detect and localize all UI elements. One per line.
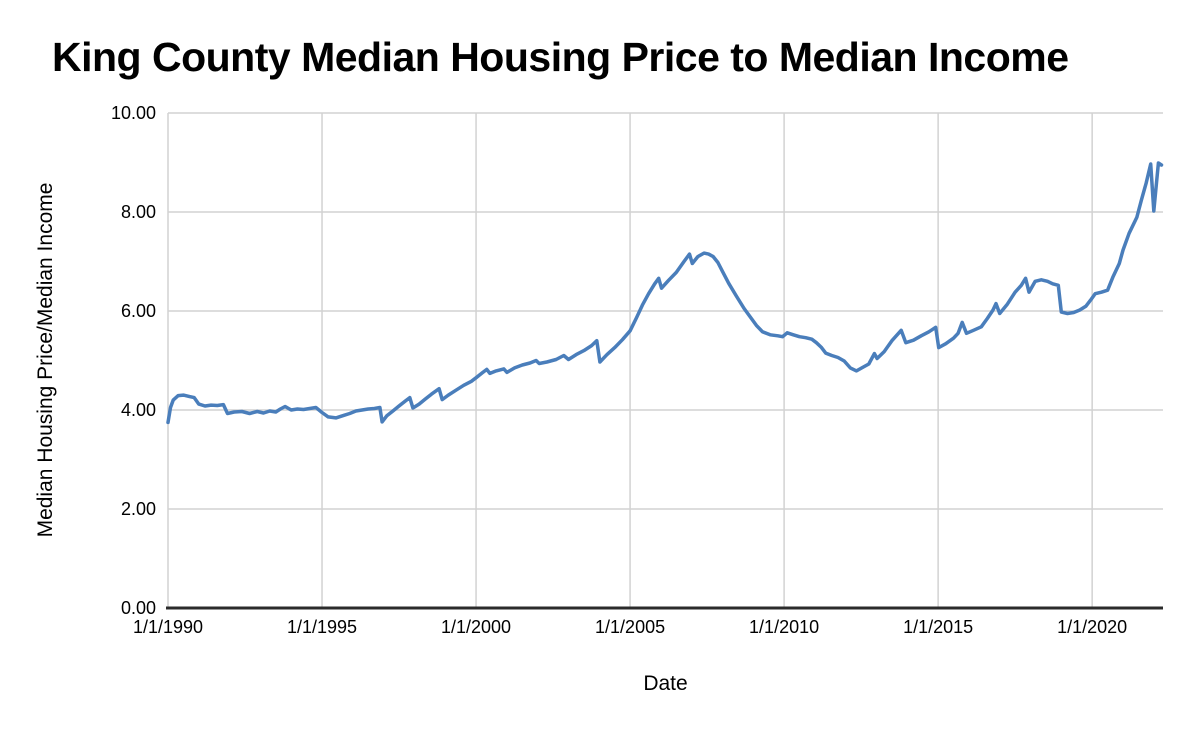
x-tick-label: 1/1/2000 bbox=[441, 617, 511, 637]
y-tick-label: 10.00 bbox=[111, 103, 156, 123]
x-tick-label: 1/1/2020 bbox=[1057, 617, 1127, 637]
chart-title: King County Median Housing Price to Medi… bbox=[52, 34, 1069, 80]
x-axis-title: Date bbox=[643, 672, 688, 695]
y-tick-label: 2.00 bbox=[121, 499, 156, 519]
x-tick-label: 1/1/2010 bbox=[749, 617, 819, 637]
y-tick-label: 8.00 bbox=[121, 202, 156, 222]
x-tick-label: 1/1/1990 bbox=[133, 617, 203, 637]
x-tick-label: 1/1/1995 bbox=[287, 617, 357, 637]
x-tick-label: 1/1/2005 bbox=[595, 617, 665, 637]
x-tick-label: 1/1/2015 bbox=[903, 617, 973, 637]
y-tick-label: 0.00 bbox=[121, 598, 156, 618]
y-tick-label: 4.00 bbox=[121, 400, 156, 420]
data-line bbox=[166, 161, 1164, 425]
y-tick-label: 6.00 bbox=[121, 301, 156, 321]
